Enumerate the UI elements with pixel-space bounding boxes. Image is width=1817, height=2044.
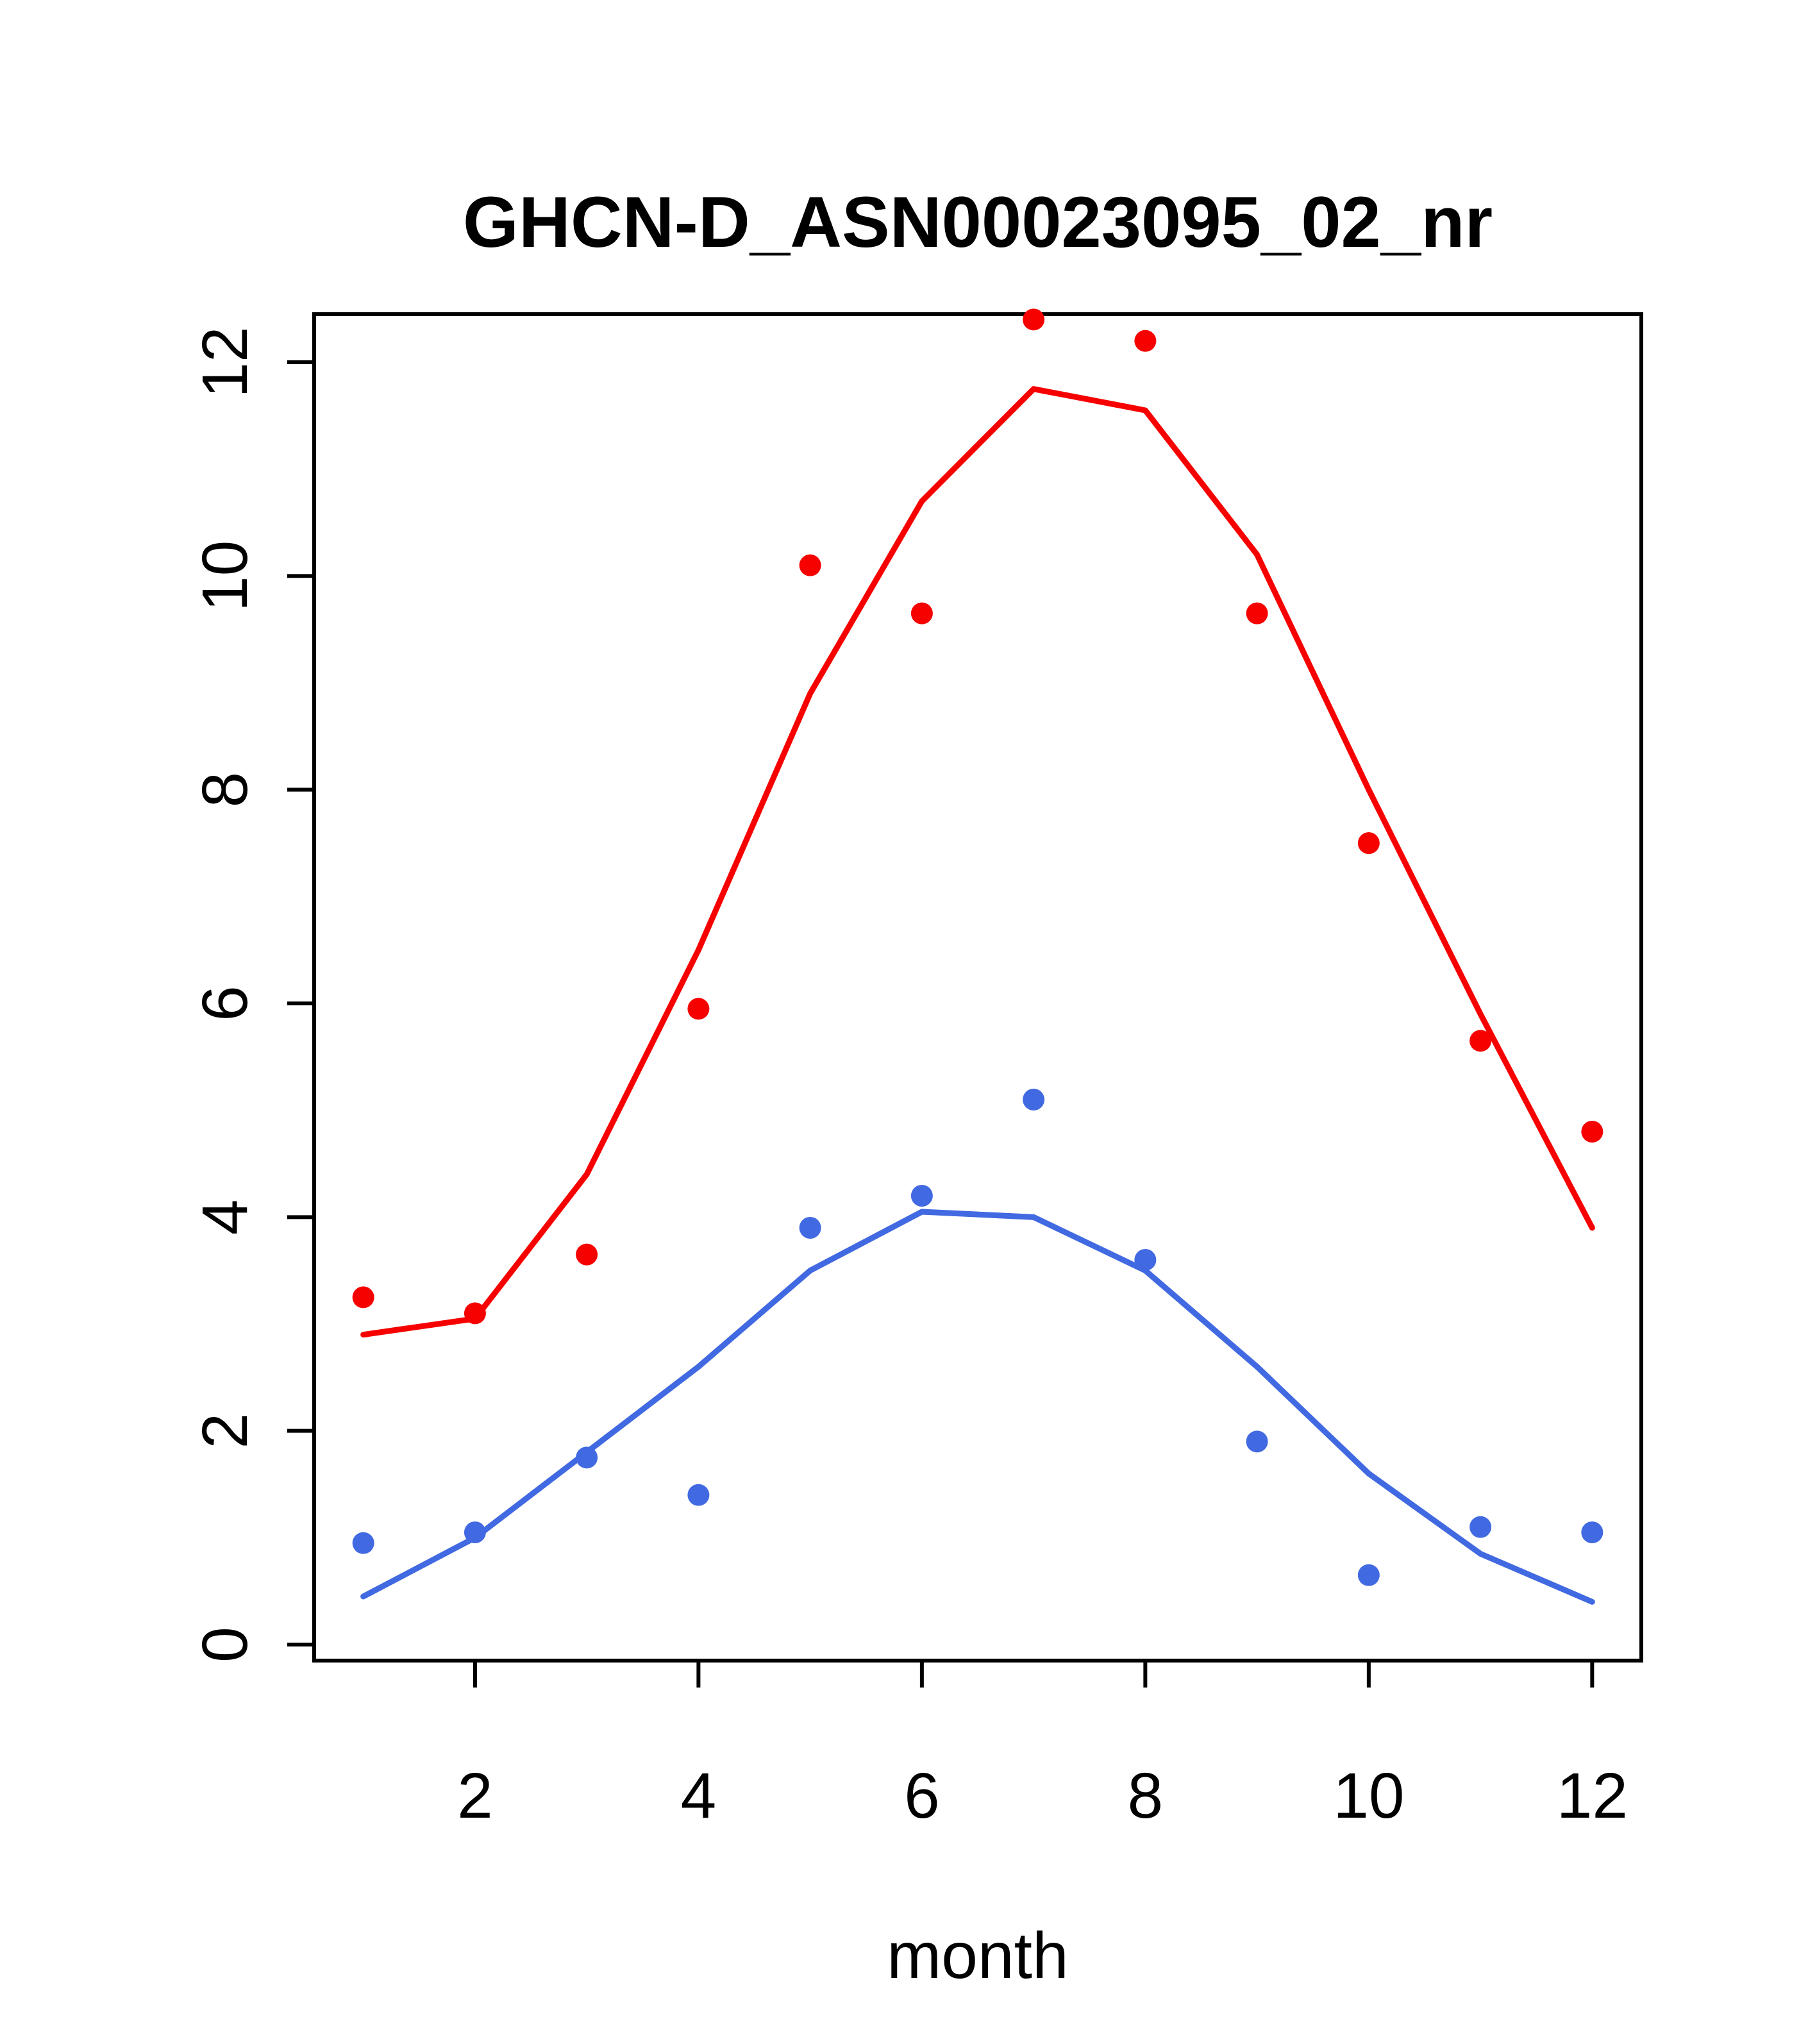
red-observed-points-point xyxy=(1470,1030,1492,1052)
y-tick-label: 4 xyxy=(189,1200,261,1236)
blue-observed-points-point xyxy=(464,1521,486,1543)
red-observed-points-point xyxy=(687,998,710,1020)
blue-observed-points-point xyxy=(1470,1516,1492,1538)
blue-observed-points-point xyxy=(1581,1521,1603,1543)
red-fitted-line xyxy=(360,386,1595,1338)
y-tick-label: 6 xyxy=(189,985,261,1021)
blue-observed-points-point xyxy=(1023,1089,1045,1110)
blue-observed-points-point xyxy=(576,1446,598,1469)
blue-observed-points-point xyxy=(1357,1564,1380,1586)
y-tick-label: 2 xyxy=(189,1413,261,1449)
red-observed-points-point xyxy=(1357,832,1380,854)
red-observed-points-point xyxy=(1581,1121,1603,1143)
x-tick-label: 8 xyxy=(1128,1760,1164,1832)
x-tick-label: 4 xyxy=(681,1760,717,1832)
plot-title: GHCN-D_ASN00023095_02_nr xyxy=(463,182,1493,262)
blue-observed-points-point xyxy=(1134,1249,1157,1271)
red-observed-points-point xyxy=(1246,602,1268,624)
blue-fitted-line xyxy=(360,1209,1595,1605)
blue-observed-points-point xyxy=(1246,1430,1268,1453)
x-tick-label: 12 xyxy=(1557,1760,1628,1832)
red-observed-points-point xyxy=(910,602,933,624)
blue-observed-points-point xyxy=(352,1532,374,1554)
x-tick-label: 6 xyxy=(904,1760,940,1832)
red-observed-points-point xyxy=(1023,308,1045,331)
y-tick-label: 0 xyxy=(189,1627,261,1663)
y-tick-label: 8 xyxy=(189,772,261,808)
red-observed-points-point xyxy=(799,554,821,576)
x-tick-label: 10 xyxy=(1333,1760,1404,1832)
red-observed-points-point xyxy=(352,1286,374,1309)
blue-observed-points-point xyxy=(687,1484,710,1506)
y-tick-label: 12 xyxy=(189,326,261,398)
red-observed-points-point xyxy=(464,1302,486,1325)
blue-observed-points-point xyxy=(910,1185,933,1207)
y-tick-label: 10 xyxy=(189,540,261,612)
plot-area: 2 4 6 8 10 12 0 2 4 6 8 10 12 xyxy=(189,308,1643,1832)
x-tick-label: 2 xyxy=(457,1760,493,1832)
red-observed-points-point xyxy=(1134,330,1157,352)
x-axis-label: month xyxy=(887,1919,1069,1992)
red-observed-points-point xyxy=(576,1243,598,1266)
plot-box xyxy=(312,312,1643,1663)
blue-observed-points-point xyxy=(799,1217,821,1239)
